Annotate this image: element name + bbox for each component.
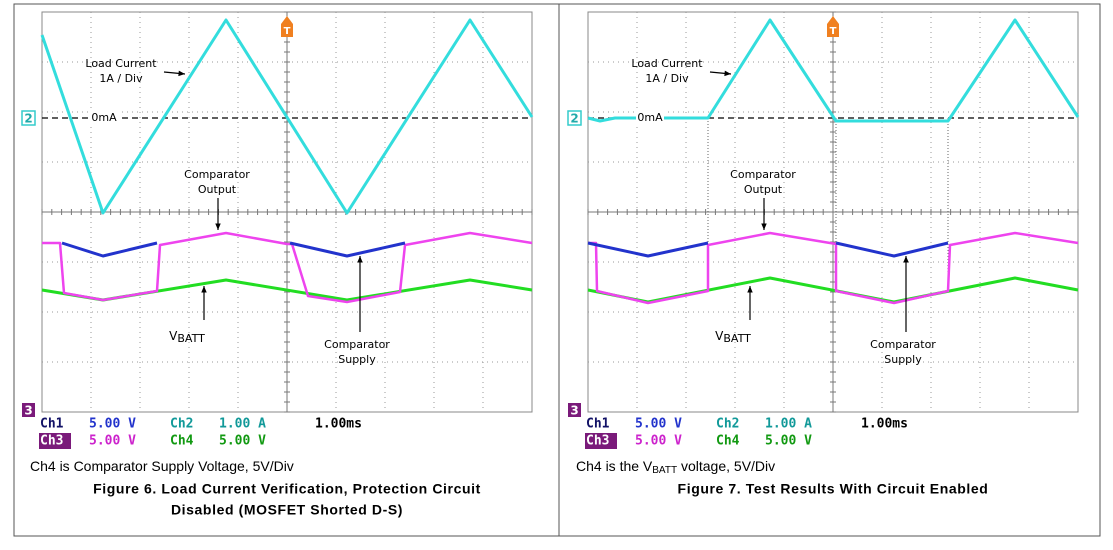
- timebase: 1.00ms: [315, 417, 362, 432]
- trigger-marker: T: [830, 26, 837, 37]
- vbatt-main: V: [715, 329, 724, 343]
- ch1-trace: [587, 241, 709, 258]
- vbatt-main: V: [169, 329, 178, 343]
- arrow-head: [215, 223, 221, 230]
- trigger-marker-box: [281, 24, 293, 37]
- note-sub: BATT: [652, 465, 677, 476]
- note: Ch4 is Comparator Supply Voltage, 5V/Div: [30, 458, 294, 474]
- ch3-marker-box: [22, 403, 35, 417]
- arrow-head: [178, 70, 185, 77]
- ch3-label: Ch3: [40, 434, 63, 449]
- ch3-label: Ch3: [586, 434, 609, 449]
- output-label: Output: [744, 183, 783, 196]
- note-text: Ch4 is the V: [576, 458, 653, 474]
- note-rest: voltage, 5V/Div: [677, 458, 775, 474]
- ch1-label: Ch1: [586, 417, 610, 432]
- ch2-trace: [40, 18, 534, 215]
- ch4-scale: 5.00 V: [765, 434, 812, 449]
- ch1-trace: [289, 241, 406, 258]
- ch2-trace: [587, 18, 1080, 123]
- output-label: Comparator: [184, 168, 250, 181]
- load-label: 1A / Div: [645, 72, 689, 85]
- ch2-label: Ch2: [716, 417, 739, 432]
- ch2-marker-box: [21, 110, 36, 126]
- ch3-highlight: [39, 433, 71, 449]
- ch1-scale: 5.00 V: [89, 417, 136, 432]
- arrow-head: [761, 223, 767, 230]
- ch3-highlight: [585, 433, 617, 449]
- figure-caption: Disabled (MOSFET Shorted D-S): [171, 502, 403, 518]
- output-label: Output: [198, 183, 237, 196]
- ch1-label: Ch1: [40, 417, 64, 432]
- ch3-marker-box: [568, 403, 581, 417]
- ch3-trace: [42, 231, 533, 304]
- timebase: 1.00ms: [861, 417, 908, 432]
- ch2-marker-box: [567, 110, 582, 126]
- arrow-head: [724, 70, 731, 77]
- vbatt-sub: BATT: [723, 332, 751, 345]
- zero-label-bg: [636, 111, 664, 125]
- trigger-marker-box: [827, 24, 839, 37]
- supply-label: Supply: [884, 353, 922, 366]
- ch2-label: Ch2: [170, 417, 193, 432]
- ch1-trace: [61, 241, 158, 258]
- load-label: 1A / Div: [99, 72, 143, 85]
- figure-caption: Figure 6. Load Current Verification, Pro…: [93, 481, 481, 497]
- ch1-scale: 5.00 V: [635, 417, 682, 432]
- output-label: Comparator: [730, 168, 796, 181]
- arrow-head: [903, 256, 909, 263]
- zero-label: 0mA: [637, 111, 663, 124]
- ch3-marker: 3: [24, 404, 32, 418]
- supply-label: Supply: [338, 353, 376, 366]
- trigger-marker-tip: [827, 16, 839, 24]
- ch4-scale: 5.00 V: [219, 434, 266, 449]
- ch3-trace: [588, 231, 1079, 305]
- outer-border: [13, 3, 1101, 537]
- ch2-scale: 1.00 A: [219, 417, 266, 432]
- zero-label: 0mA: [91, 111, 117, 124]
- ch4-label: Ch4: [716, 434, 740, 449]
- arrow-head: [357, 256, 363, 263]
- supply-label: Comparator: [324, 338, 390, 351]
- note: Ch4 is the VBATT voltage, 5V/Div: [576, 458, 775, 476]
- figure-caption: Figure 7. Test Results With Circuit Enab…: [678, 481, 989, 497]
- load-label: Load Current: [631, 57, 703, 70]
- arrow-head: [201, 286, 207, 293]
- ch2-marker: 2: [24, 112, 32, 126]
- ch2-scale: 1.00 A: [765, 417, 812, 432]
- ch1-trace: [835, 241, 949, 258]
- note-text: Ch4 is Comparator Supply Voltage, 5V/Div: [30, 458, 294, 474]
- vbatt-sub: BATT: [177, 332, 205, 345]
- zero-label-bg: [90, 111, 118, 125]
- supply-label: Comparator: [870, 338, 936, 351]
- ch4-label: Ch4: [170, 434, 194, 449]
- vbatt-label: VBATT: [715, 329, 751, 346]
- trigger-marker-tip: [281, 16, 293, 24]
- trigger-marker: T: [284, 26, 291, 37]
- arrow-head: [747, 286, 753, 293]
- vbatt-label: VBATT: [169, 329, 205, 346]
- ch2-marker: 2: [570, 112, 578, 126]
- ch3-scale: 5.00 V: [635, 434, 682, 449]
- ch3-scale: 5.00 V: [89, 434, 136, 449]
- ch3-marker: 3: [570, 404, 578, 418]
- load-label: Load Current: [85, 57, 157, 70]
